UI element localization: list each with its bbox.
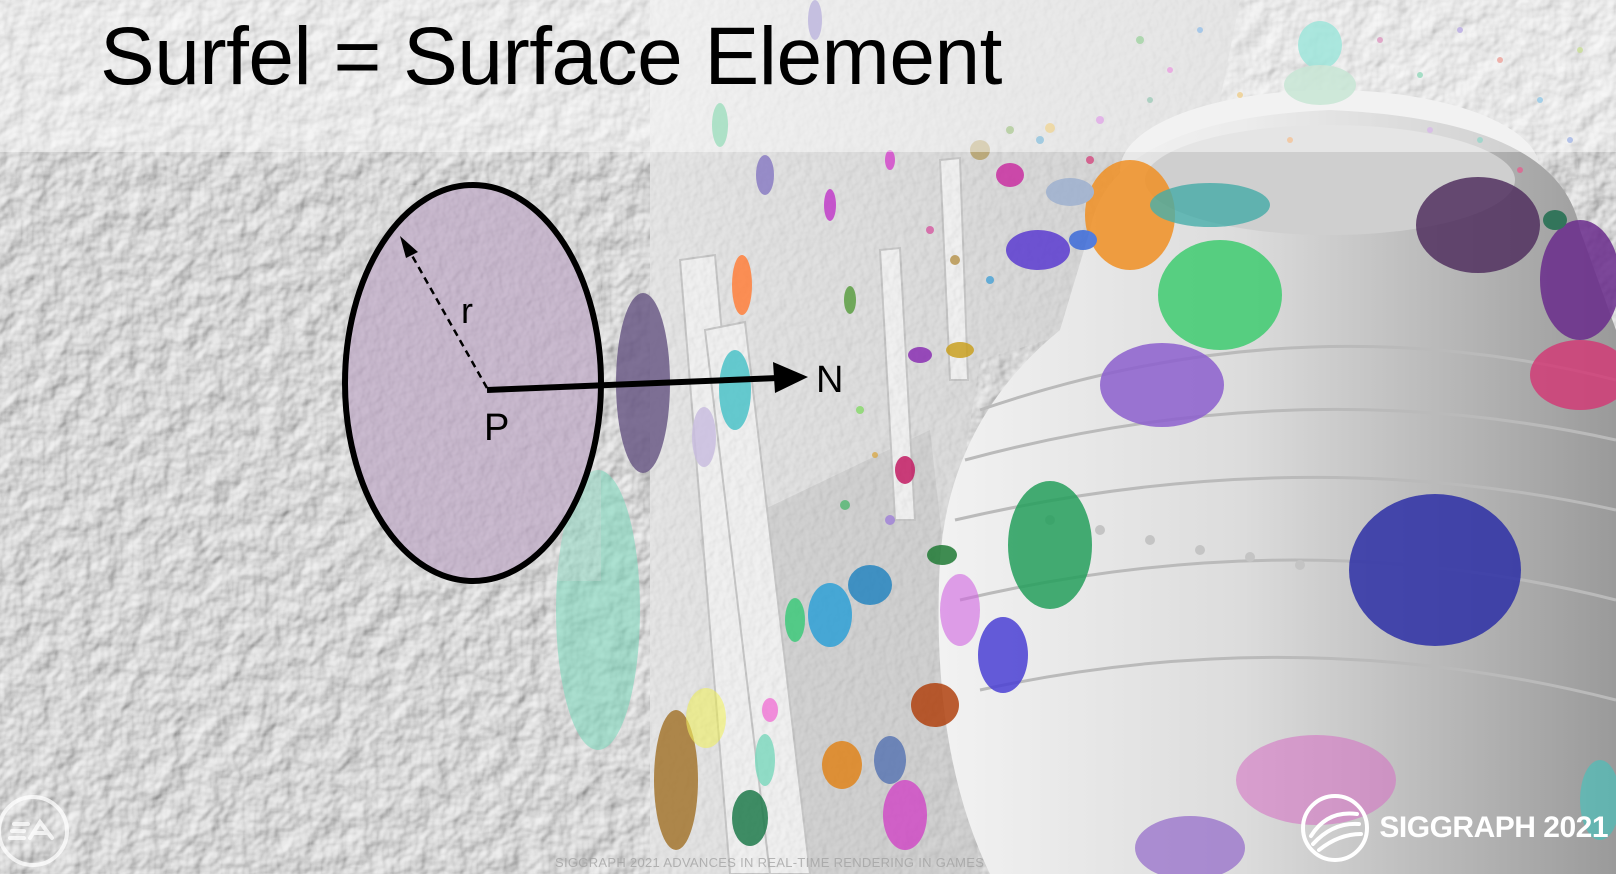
ea-logo-icon [0, 795, 69, 867]
normal-line [486, 375, 779, 393]
normal-label: N [816, 359, 843, 401]
siggraph-label: SIGGRAPH 2021 [1379, 811, 1608, 844]
siggraph-brand: SIGGRAPH 2021 [1299, 792, 1608, 864]
surfel-cloud [556, 0, 1616, 874]
radius-line [408, 251, 489, 389]
siggraph-logo-icon [1301, 794, 1370, 862]
surfel-diagram: r P N [342, 182, 843, 584]
normal-arrowhead [773, 362, 808, 393]
title-band [0, 0, 1616, 152]
radius-arrowhead [400, 236, 418, 258]
radius-label: r [461, 290, 473, 331]
small-surfel-specks [840, 27, 1583, 525]
footer-text: SIGGRAPH 2021 ADVANCES IN REAL-TIME REND… [555, 855, 985, 870]
slide-title: Surfel = Surface Element [100, 11, 1002, 102]
point-label: P [484, 407, 509, 449]
